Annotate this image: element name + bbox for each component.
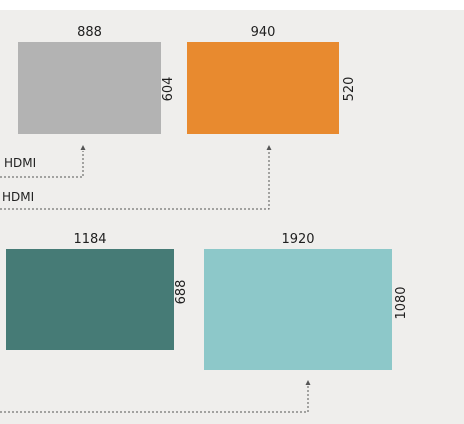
connection-1-label: HDMI — [4, 156, 36, 170]
screen-1-rect — [18, 42, 161, 134]
screen-3-width-label: 1184 — [6, 233, 174, 247]
screen-2-height-label: 520 — [343, 69, 357, 109]
screen-4-rect — [204, 249, 392, 370]
connection-2-label: HDMI — [2, 190, 34, 204]
screen-1-height-label: 604 — [162, 69, 176, 109]
screen-4-height-label: 1080 — [395, 283, 409, 323]
screen-2-rect — [187, 42, 339, 134]
screen-2-width-label: 940 — [187, 26, 339, 40]
screen-1-width-label: 888 — [18, 26, 161, 40]
screen-3-height-label: 688 — [175, 272, 189, 312]
screen-4-width-label: 1920 — [204, 233, 392, 247]
screen-3-rect — [6, 249, 174, 350]
